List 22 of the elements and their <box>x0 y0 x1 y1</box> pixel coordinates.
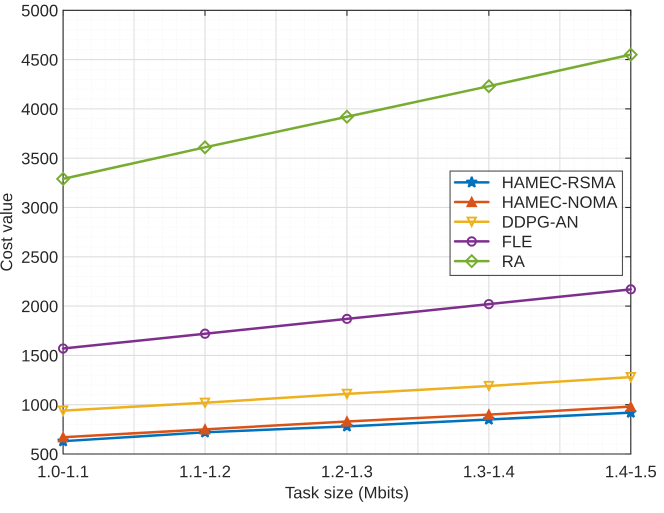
y-tick-label: 3500 <box>22 152 58 164</box>
legend-label: HAMEC-RSMA <box>503 176 616 188</box>
x-tick-label: 1.4-1.5 <box>606 466 656 478</box>
y-tick-label: 5000 <box>22 4 58 16</box>
legend-label: RA <box>503 256 525 267</box>
y-tick-label: 500 <box>31 448 58 460</box>
legend-label: HAMEC-NOMA <box>503 196 618 208</box>
legend-label: DDPG-AN <box>503 216 578 228</box>
y-tick-label: 1500 <box>22 350 58 362</box>
legend-label: FLE <box>503 236 532 248</box>
y-tick-label: 2000 <box>22 300 58 312</box>
x-axis-title: Task size (Mbits) <box>285 486 408 502</box>
y-tick-label: 1000 <box>22 399 58 411</box>
x-tick-label: 1.0-1.1 <box>38 466 88 478</box>
x-tick-label: 1.3-1.4 <box>464 466 514 478</box>
x-tick-label: 1.2-1.3 <box>322 466 372 478</box>
y-tick-label: 4500 <box>22 54 58 66</box>
y-tick-label: 3000 <box>22 202 58 214</box>
y-tick-label: 2500 <box>22 251 58 263</box>
y-axis-title: Cost value <box>0 194 12 271</box>
x-tick-label: 1.1-1.2 <box>180 466 230 478</box>
y-tick-label: 4000 <box>22 103 58 116</box>
